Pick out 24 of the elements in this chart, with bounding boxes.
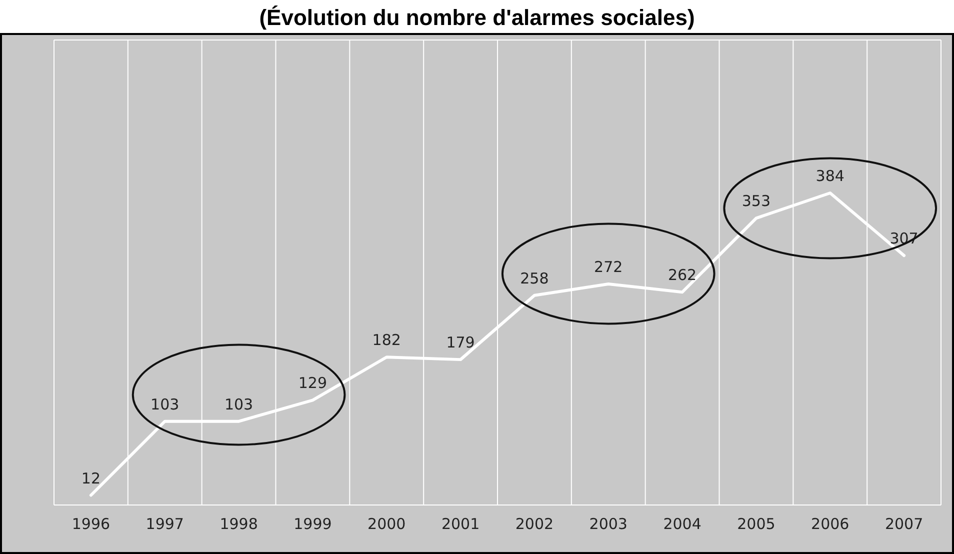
data-label: 272 bbox=[594, 258, 623, 276]
x-tick-label: 1998 bbox=[220, 515, 258, 533]
data-label: 129 bbox=[298, 374, 328, 392]
x-tick-label: 2003 bbox=[589, 515, 628, 533]
x-tick-label: 1996 bbox=[72, 515, 110, 533]
x-tick-label: 2006 bbox=[811, 515, 850, 533]
x-tick-label: 2004 bbox=[663, 515, 702, 533]
data-label: 103 bbox=[150, 395, 180, 414]
x-tick-label: 2002 bbox=[515, 515, 554, 533]
data-label: 353 bbox=[742, 192, 771, 210]
x-tick-label: 1999 bbox=[294, 515, 332, 533]
data-label: 258 bbox=[520, 269, 549, 288]
data-label: 262 bbox=[668, 266, 697, 284]
chart-title: (Évolution du nombre d'alarmes sociales) bbox=[259, 5, 695, 30]
x-tick-label: 2005 bbox=[737, 515, 776, 533]
x-tick-label: 2001 bbox=[441, 515, 480, 533]
data-label: 12 bbox=[81, 469, 101, 488]
data-label: 179 bbox=[446, 334, 475, 352]
x-tick-label: 1997 bbox=[146, 515, 184, 533]
x-tick-label: 2007 bbox=[884, 515, 924, 533]
x-tick-label: 2000 bbox=[368, 515, 406, 533]
data-label: 384 bbox=[816, 167, 844, 185]
data-label: 103 bbox=[224, 395, 254, 414]
data-label: 182 bbox=[372, 331, 401, 350]
